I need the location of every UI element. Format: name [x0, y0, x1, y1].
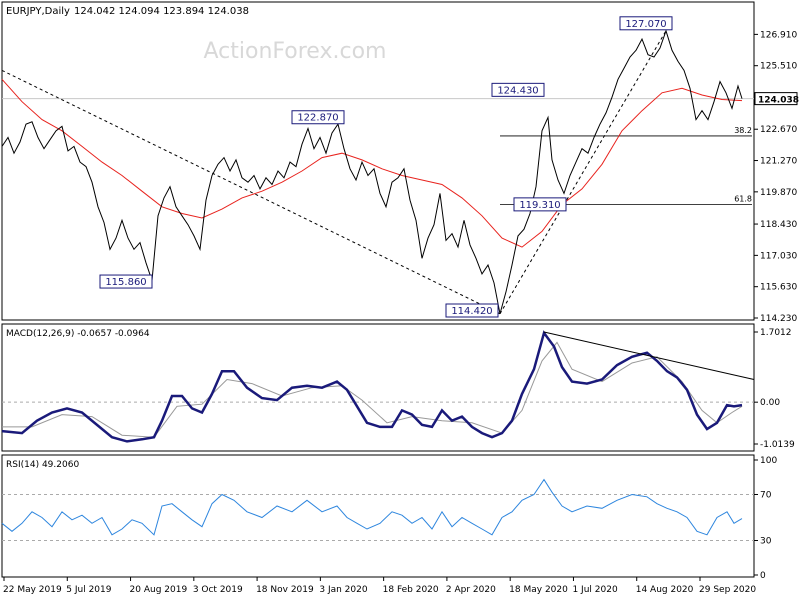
rsi-panel-frame	[1, 454, 755, 578]
fib-label: 38.2	[734, 126, 752, 135]
price-y-tick-label: 122.670	[760, 125, 797, 135]
price-y-tick-label: 121.270	[760, 157, 797, 167]
x-tick-label: 29 Sep 2020	[699, 585, 756, 595]
price-panel: EURJPY,Daily 124.042 124.094 123.894 124…	[1, 1, 799, 324]
ohlc-readout: 124.042 124.094 123.894 124.038	[74, 6, 249, 17]
rsi-y-tick-label: 70	[760, 491, 772, 501]
rsi-panel: RSI(14) 49.2060 100 70 30 0	[1, 454, 777, 581]
price-label-box	[513, 197, 567, 212]
price-label-text: 115.860	[105, 277, 146, 288]
x-tick-label: 14 Aug 2020	[636, 585, 694, 595]
price-label-text: 119.310	[519, 200, 560, 211]
macd-y-tick-label: 1.7012	[760, 328, 792, 338]
date-x-axis: 22 May 2019 5 Jul 2019 20 Aug 2019 3 Oct 20…	[3, 577, 756, 595]
watermark: ActionForex.com	[204, 39, 387, 64]
last-price-value: 124.038	[758, 96, 799, 106]
price-label-text: 114.420	[451, 306, 492, 317]
x-tick-label: 3 Jan 2020	[319, 585, 367, 595]
rsi-line	[1, 478, 743, 536]
rsi-y-tick-label: 100	[760, 456, 777, 466]
rsi-y-axis: 100 70 30 0	[754, 456, 777, 581]
price-y-tick-label: 115.630	[760, 283, 797, 293]
price-label-box	[445, 303, 499, 318]
price-panel-frame	[1, 1, 755, 321]
rsi-level-lines	[2, 494, 754, 541]
price-y-tick-label: 126.910	[760, 30, 797, 40]
macd-trendline	[543, 331, 755, 380]
price-series-line	[1, 29, 743, 314]
x-tick-label: 18 May 2020	[509, 585, 568, 595]
macd-y-tick-label: -1.0139	[760, 440, 795, 450]
price-label-box	[619, 16, 673, 31]
price-y-tick-label: 119.870	[760, 188, 797, 198]
macd-panel-frame	[1, 323, 755, 452]
price-y-tick-label: 117.030	[760, 251, 797, 261]
fib-label: 61.8	[734, 194, 752, 203]
macd-y-tick-label: 0.00	[760, 398, 780, 408]
x-tick-label: 22 May 2019	[3, 585, 62, 595]
rsi-panel-title: RSI(14) 49.2060	[6, 460, 79, 470]
x-tick-label: 2 Apr 2020	[446, 585, 496, 595]
x-tick-label: 5 Jul 2019	[66, 585, 111, 595]
price-trendlines	[1, 30, 667, 315]
price-label-text: 127.070	[625, 19, 666, 30]
price-label-text: 124.430	[497, 85, 538, 96]
x-tick-label: 18 Feb 2020	[383, 585, 439, 595]
macd-y-axis: 1.7012 0.00 -1.0139	[754, 328, 795, 450]
x-tick-label: 20 Aug 2019	[130, 585, 188, 595]
macd-panel-title: MACD(12,26,9) -0.0657 -0.0964	[6, 329, 150, 339]
moving-average-line	[1, 78, 743, 248]
price-label-box	[491, 82, 545, 97]
rsi-y-tick-label: 0	[760, 571, 766, 581]
macd-line	[1, 330, 743, 443]
price-panel-title: EURJPY,Daily	[6, 6, 70, 17]
price-y-tick-label: 118.430	[760, 220, 797, 230]
x-tick-label: 1 Jul 2020	[572, 585, 617, 595]
rsi-y-tick-label: 30	[760, 537, 772, 547]
price-annotations: 127.070 124.430 122.870 119.310 115.860 114.4…	[99, 16, 673, 318]
last-price-box	[754, 92, 798, 106]
macd-panel: MACD(12,26,9) -0.0657 -0.0964 1.7012 0.00…	[1, 323, 795, 452]
price-y-axis: 126.910125.510124.110122.670121.270119.8…	[754, 30, 797, 324]
price-label-text: 122.870	[297, 113, 338, 124]
dashed-trendline	[1, 69, 501, 315]
dashed-trendline	[499, 30, 667, 315]
x-tick-label: 3 Oct 2019	[193, 585, 243, 595]
price-label-box	[99, 274, 153, 289]
price-label-box	[291, 110, 345, 125]
last-price-marker: 124.038	[754, 92, 799, 106]
price-y-tick-label: 114.230	[760, 314, 797, 324]
price-y-tick-label: 125.510	[760, 62, 797, 72]
x-tick-label: 18 Nov 2019	[256, 585, 314, 595]
